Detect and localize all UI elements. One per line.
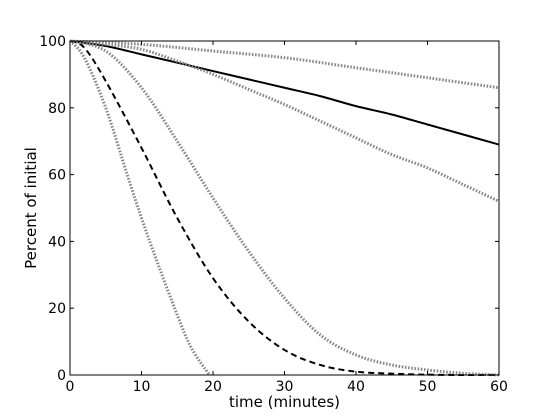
plot-area-background — [70, 41, 499, 375]
y-tick-label: 20 — [48, 301, 66, 317]
series-line-4 — [69, 39, 500, 203]
y-tick-label: 40 — [48, 234, 66, 250]
x-tick-label: 50 — [419, 379, 437, 395]
x-axis-label: time (minutes) — [229, 393, 340, 411]
y-tick-label: 60 — [48, 168, 66, 184]
x-tick-label: 0 — [66, 379, 75, 395]
x-tick-label: 20 — [204, 379, 222, 395]
y-tick-label: 100 — [39, 34, 66, 50]
y-tick-label: 80 — [48, 101, 66, 117]
x-tick-label: 60 — [490, 379, 508, 395]
series-line-5 — [69, 39, 500, 377]
plot-frame — [69, 40, 500, 376]
y-axis-label: Percent of initial — [22, 147, 40, 269]
y-tick-label: 0 — [57, 368, 66, 384]
series-line-1 — [69, 40, 500, 146]
x-tick-label: 40 — [347, 379, 365, 395]
series-line-6 — [68, 39, 211, 376]
x-tick-label: 10 — [133, 379, 151, 395]
ticks-layer: 0 10 20 30 40 50 60 0 20 40 60 80 100 — [39, 34, 508, 395]
x-tick-label: 30 — [276, 379, 294, 395]
